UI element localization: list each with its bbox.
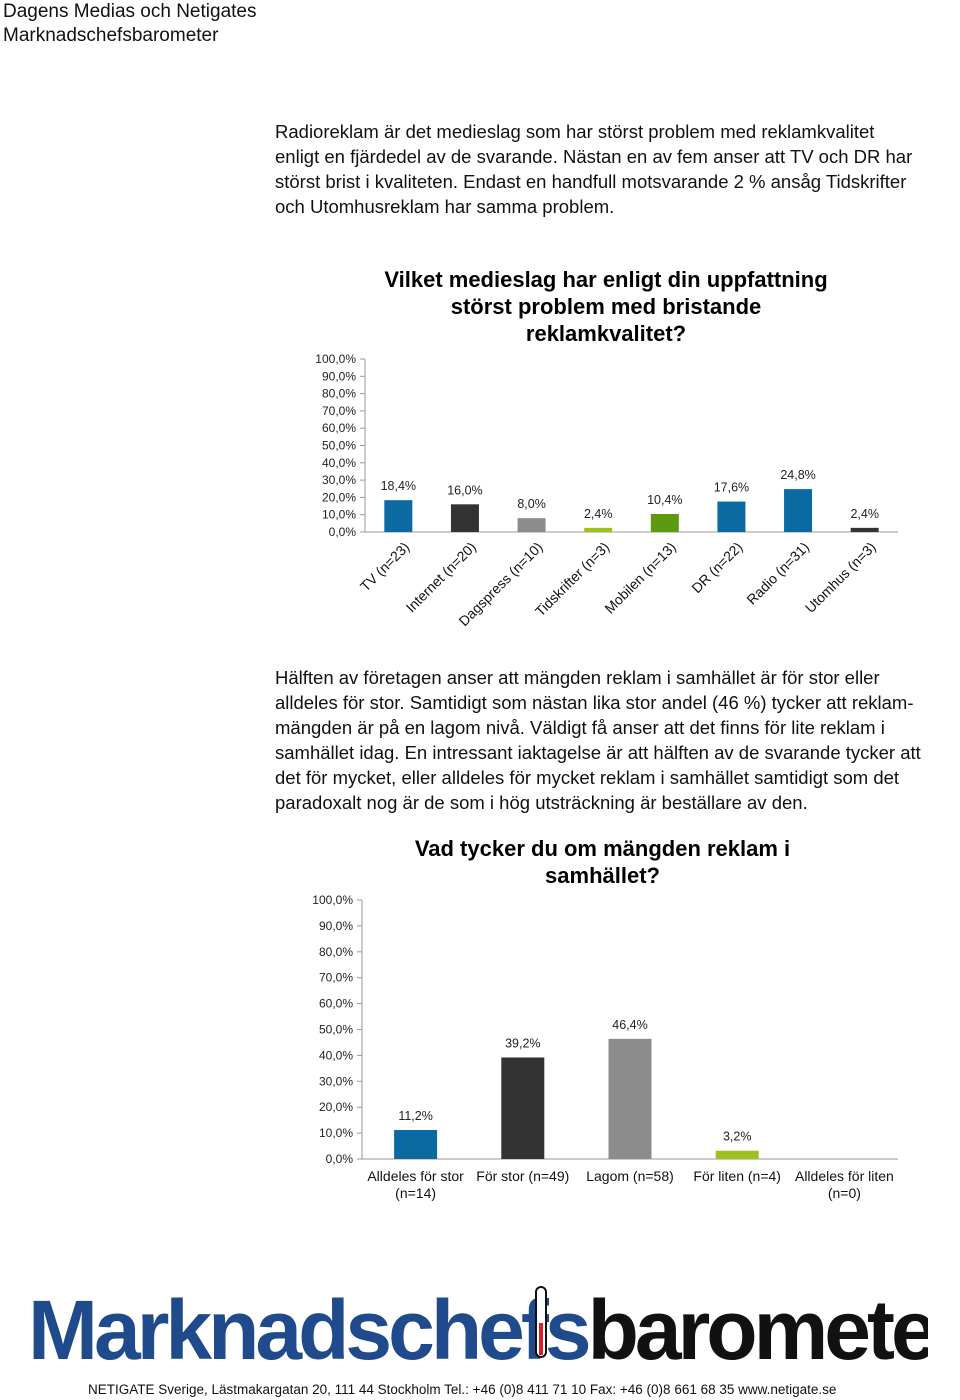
bar — [784, 489, 813, 532]
data-label: 39,2% — [505, 1036, 540, 1050]
y-tick-label: 10,0% — [319, 1126, 353, 1140]
chart-1-title: Vilket medieslag har enligt din uppfattn… — [384, 267, 828, 346]
category-label: DR (n=22) — [688, 539, 745, 596]
chart-1-quality-by-media: 0,0% 10,0% 20,0% 30,0% 40,0% 50,0% 60,0% 70,0% 8… — [315, 352, 898, 629]
svg-text:Marknadschefsbarometern: Marknadschefsbarometern — [28, 1283, 928, 1368]
category-label: Mobilen (n=13) — [601, 539, 679, 617]
data-label: 17,6% — [714, 481, 749, 495]
y-tick-label: 40,0% — [319, 1048, 353, 1062]
bar — [608, 1038, 652, 1159]
logo-text-part-2: barometern — [588, 1283, 928, 1368]
category-label: För liten (n=4) — [693, 1168, 781, 1184]
bar — [501, 1057, 545, 1159]
bar — [717, 501, 746, 532]
y-tick-label: 80,0% — [322, 387, 356, 401]
category-label: Radio (n=31) — [743, 539, 812, 608]
category-label: (n=0) — [828, 1185, 861, 1201]
data-label: 2,4% — [850, 507, 879, 521]
category-label: (n=14) — [395, 1185, 436, 1201]
bar — [584, 527, 613, 532]
category-label: Alldeles för stor — [367, 1168, 464, 1184]
y-tick-label: 50,0% — [322, 439, 356, 453]
y-tick-label: 100,0% — [315, 352, 356, 366]
y-tick-label: 20,0% — [322, 490, 356, 504]
bar — [850, 527, 879, 532]
category-label: Utomhus (n=3) — [802, 539, 879, 616]
y-tick-label: 80,0% — [319, 945, 353, 959]
y-tick-label: 60,0% — [322, 421, 356, 435]
data-label: 2,4% — [584, 507, 613, 521]
category-label: För stor (n=49) — [476, 1168, 569, 1184]
bar — [517, 518, 546, 532]
y-tick-label: 90,0% — [322, 369, 356, 383]
marknadschefsbarometern-logo: Marknadschefsbarometern — [28, 1283, 928, 1368]
paragraph-2: Hälften av företagen anser att mängden r… — [275, 667, 921, 813]
bar — [384, 500, 413, 532]
header-line-1: Dagens Medias och Netigates — [3, 1, 257, 22]
y-tick-label: 0,0% — [326, 1152, 354, 1166]
data-label: 10,4% — [647, 493, 682, 507]
y-tick-label: 50,0% — [319, 1023, 353, 1037]
y-tick-label: 70,0% — [319, 971, 353, 985]
category-label: Alldeles för liten — [795, 1168, 894, 1184]
y-tick-label: 30,0% — [319, 1074, 353, 1088]
y-tick-label: 10,0% — [322, 508, 356, 522]
bar — [450, 504, 479, 532]
bar — [394, 1129, 438, 1159]
data-label: 18,4% — [381, 479, 416, 493]
y-tick-label: 30,0% — [322, 473, 356, 487]
y-tick-label: 100,0% — [312, 893, 353, 907]
document-header: Dagens Medias och Netigates Marknadschef… — [3, 0, 256, 48]
bar — [650, 514, 679, 532]
paragraph-1: Radioreklam är det medieslag som har stö… — [275, 121, 913, 217]
logo-text-part-1: Marknadschefs — [28, 1283, 589, 1368]
y-tick-label: 0,0% — [329, 525, 357, 539]
y-tick-label: 60,0% — [319, 997, 353, 1011]
bar — [715, 1150, 759, 1159]
category-label: Internet (n=20) — [403, 539, 480, 616]
category-label: Lagom (n=58) — [586, 1168, 674, 1184]
y-tick-label: 90,0% — [319, 919, 353, 933]
data-label: 24,8% — [780, 468, 815, 482]
footer-contact: NETIGATE Sverige, Lästmakargatan 20, 111… — [88, 1382, 837, 1397]
header-line-2: Marknadschefsbarometer — [3, 25, 219, 46]
category-label: TV (n=23) — [357, 539, 413, 595]
chart-2-ad-volume: 0,0% 10,0% 20,0% 30,0% 40,0% 50,0% 60,0% 70,0% 8… — [312, 893, 898, 1201]
chart-2-title: Vad tycker du om mängden reklam i samhäl… — [414, 836, 791, 888]
y-tick-label: 20,0% — [319, 1100, 353, 1114]
data-label: 46,4% — [612, 1018, 647, 1032]
data-label: 16,0% — [447, 483, 482, 497]
y-tick-label: 70,0% — [322, 404, 356, 418]
y-tick-label: 40,0% — [322, 456, 356, 470]
data-label: 8,0% — [517, 497, 546, 511]
data-label: 3,2% — [723, 1130, 752, 1144]
thermometer-icon — [535, 1286, 547, 1358]
data-label: 11,2% — [398, 1109, 433, 1123]
